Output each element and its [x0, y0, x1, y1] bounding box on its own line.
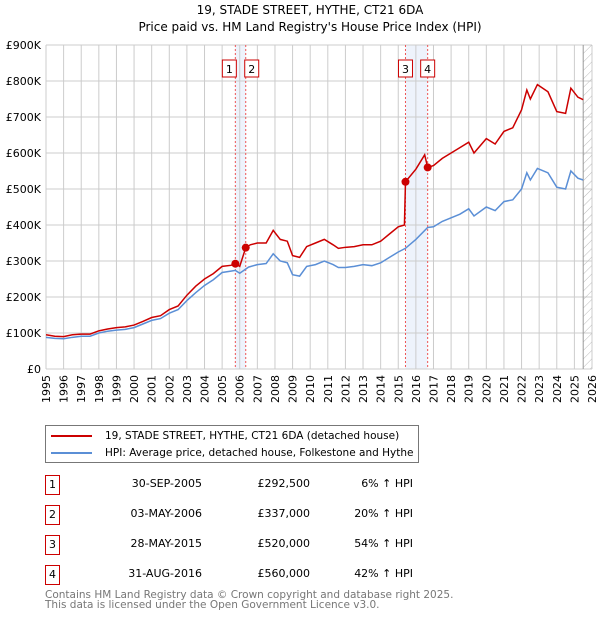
y-tick-label: £400K — [6, 219, 42, 232]
x-tick-label: 2018 — [445, 375, 458, 403]
sale-number: 2 — [45, 505, 60, 525]
sale-label-box — [397, 59, 413, 78]
price-chart: 19, STADE STREET, HYTHE, CT21 6DA Price … — [6, 3, 599, 403]
x-tick-label: 2003 — [181, 375, 194, 403]
sale-date: 03-MAY-2006 — [130, 507, 202, 520]
x-tick-label: 2006 — [234, 375, 247, 403]
x-tick-label: 2020 — [480, 375, 493, 403]
sale-row: 3 28-MAY-2015 £520,000 54% ↑ HPI — [45, 535, 445, 555]
y-tick-label: £700K — [6, 111, 42, 124]
sale-hpi-diff: 42% ↑ HPI — [354, 567, 413, 580]
sale-hpi-diff: 54% ↑ HPI — [354, 537, 413, 550]
y-tick-label: £600K — [6, 147, 42, 160]
y-tick-label: £300K — [6, 255, 42, 268]
y-tick-label: £100K — [6, 327, 42, 340]
sale-label-box — [420, 59, 436, 78]
legend: 19, STADE STREET, HYTHE, CT21 6DA (detac… — [45, 425, 419, 463]
legend-item-hpi: HPI: Average price, detached house, Folk… — [46, 445, 413, 461]
sale-number: 4 — [45, 565, 60, 585]
sale-price: £560,000 — [257, 567, 311, 580]
x-tick-label: 2004 — [199, 375, 212, 403]
x-tick-label: 2014 — [375, 375, 388, 403]
licence-text: This data is licensed under the Open Gov… — [45, 599, 380, 611]
y-tick-label: £500K — [6, 183, 42, 196]
series-line — [45, 167, 584, 340]
x-tick-label: 2008 — [269, 375, 282, 403]
x-tick-label: 2012 — [339, 375, 352, 403]
x-tick-label: 2013 — [357, 375, 370, 403]
legend-item-property: 19, STADE STREET, HYTHE, CT21 6DA (detac… — [46, 428, 399, 444]
sale-row: 4 31-AUG-2016 £560,000 42% ↑ HPI — [45, 565, 445, 585]
y-tick-label: £0 — [27, 363, 41, 376]
x-tick-label: 2000 — [128, 375, 141, 403]
x-tick-label: 2026 — [586, 375, 599, 403]
sale-price: £292,500 — [257, 477, 311, 490]
x-tick-label: 2010 — [304, 375, 317, 403]
x-tick-label: 1999 — [110, 375, 123, 403]
x-tick-label: 1997 — [75, 375, 88, 403]
y-tick-label: £900K — [6, 39, 42, 52]
x-tick-label: 2019 — [463, 375, 476, 403]
x-tick-label: 1995 — [40, 375, 53, 403]
sale-number: 1 — [45, 475, 60, 495]
x-tick-label: 2023 — [533, 375, 546, 403]
footer: Contains HM Land Registry data © Crown c… — [45, 589, 454, 611]
x-tick-label: 2022 — [516, 375, 529, 403]
chart-title: 19, STADE STREET, HYTHE, CT21 6DA — [197, 3, 425, 17]
sale-label: 1 — [226, 63, 233, 76]
x-tick-label: 2002 — [163, 375, 176, 403]
x-tick-label: 2015 — [392, 375, 405, 403]
sale-date: 30-SEP-2005 — [131, 477, 202, 490]
series-line — [45, 83, 584, 338]
sale-label: 4 — [424, 63, 431, 76]
sale-band — [405, 45, 428, 369]
sale-row: 1 30-SEP-2005 £292,500 6% ↑ HPI — [45, 475, 445, 495]
x-tick-label: 2001 — [146, 375, 159, 403]
x-tick-label: 2024 — [551, 375, 564, 403]
sale-label-box — [244, 59, 260, 78]
sale-label: 3 — [402, 63, 409, 76]
sale-point — [241, 243, 250, 252]
y-tick-label: £800K — [6, 75, 42, 88]
legend-label: 19, STADE STREET, HYTHE, CT21 6DA (detac… — [105, 430, 400, 442]
sale-date: 31-AUG-2016 — [128, 567, 202, 580]
sale-point — [401, 177, 410, 186]
sale-label: 2 — [248, 63, 255, 76]
x-tick-label: 1998 — [93, 375, 106, 403]
x-tick-label: 2007 — [251, 375, 264, 403]
sale-price: £337,000 — [257, 507, 311, 520]
copyright-text: Contains HM Land Registry data © Crown c… — [45, 589, 454, 601]
x-tick-label: 2025 — [568, 375, 581, 403]
sale-number: 3 — [45, 535, 60, 555]
sale-point — [423, 163, 432, 172]
sale-band — [235, 45, 246, 369]
sale-date: 28-MAY-2015 — [130, 537, 202, 550]
x-tick-label: 1996 — [58, 375, 71, 403]
x-tick-label: 2009 — [287, 375, 300, 403]
forecast-hatch — [583, 45, 592, 369]
x-tick-label: 2021 — [498, 375, 511, 403]
sale-hpi-diff: 6% ↑ HPI — [361, 477, 413, 490]
x-tick-label: 2017 — [427, 375, 440, 403]
sale-label-box — [221, 59, 237, 78]
sale-point — [231, 259, 240, 268]
sale-row: 2 03-MAY-2006 £337,000 20% ↑ HPI — [45, 505, 445, 525]
chart-subtitle: Price paid vs. HM Land Registry's House … — [138, 20, 481, 34]
x-tick-label: 2016 — [410, 375, 423, 403]
sale-price: £520,000 — [257, 537, 311, 550]
legend-label: HPI: Average price, detached house, Folk… — [105, 447, 414, 459]
x-tick-label: 2005 — [216, 375, 229, 403]
x-tick-label: 2011 — [322, 375, 335, 403]
y-tick-label: £200K — [6, 291, 42, 304]
sale-hpi-diff: 20% ↑ HPI — [354, 507, 413, 520]
